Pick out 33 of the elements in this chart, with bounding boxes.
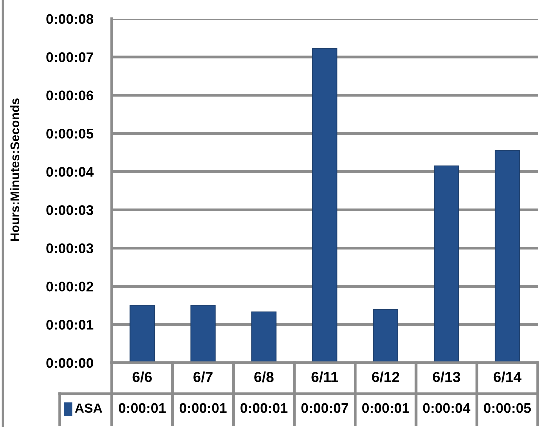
y-tick-label: 0:00:00	[46, 358, 94, 368]
data-label: 0:00:04	[423, 403, 471, 414]
legend-label: ASA	[75, 404, 102, 414]
y-tick-label: 0:00:04	[46, 167, 94, 178]
x-tick-label: 6/7	[194, 372, 213, 383]
bar	[373, 309, 398, 363]
bar	[494, 150, 520, 363]
y-tick-label: 0:00:02	[46, 282, 94, 292]
x-tick-label: 6/14	[494, 372, 522, 383]
data-label: 0:00:01	[180, 403, 227, 414]
x-tick-label: 6/6	[132, 372, 152, 383]
y-tick-label: 0:00:08	[46, 14, 94, 24]
data-label: 0:00:07	[302, 403, 348, 414]
x-tick-label: 6/11	[312, 372, 338, 383]
y-tick-label: 0:00:07	[46, 52, 94, 62]
x-tick-label: 6/13	[433, 372, 460, 383]
y-tick-label: 0:00:06	[46, 90, 94, 101]
bar	[252, 312, 277, 363]
bar	[434, 166, 460, 363]
x-tick-label: 6/12	[372, 372, 400, 383]
y-tick-label: 0:00:05	[46, 129, 94, 139]
data-label: 0:00:01	[362, 403, 410, 414]
x-tick-label: 6/8	[254, 372, 274, 383]
y-tick-label: 0:00:03	[46, 205, 94, 216]
data-label: 0:00:01	[119, 403, 166, 414]
y-tick-label: 0:00:03	[46, 244, 94, 254]
bar	[190, 305, 216, 363]
bar	[312, 48, 338, 363]
bar	[130, 305, 156, 363]
y-tick-label: 0:00:01	[46, 320, 94, 330]
data-label: 0:00:01	[240, 403, 288, 414]
data-label: 0:00:05	[484, 403, 532, 414]
y-axis-title: Hours:Minutes:Seconds	[10, 98, 20, 242]
